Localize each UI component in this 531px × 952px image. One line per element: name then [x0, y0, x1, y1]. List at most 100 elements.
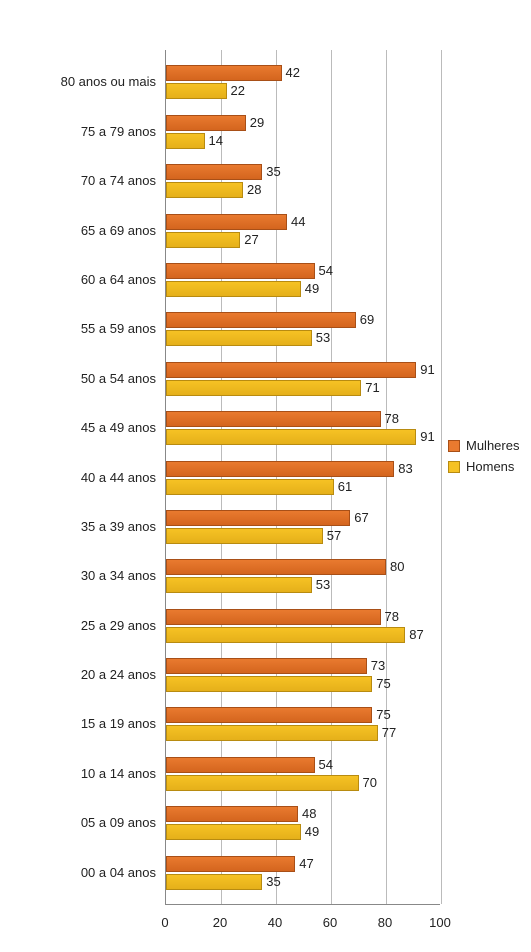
value-label-women: 78 [381, 411, 399, 427]
bar-men [166, 725, 378, 741]
bar-women [166, 856, 295, 872]
bar-men [166, 577, 312, 593]
category-label: 30 a 34 anos [0, 569, 156, 583]
value-label-women: 91 [416, 362, 434, 378]
bar-men [166, 182, 243, 198]
x-axis-tick-label: 80 [378, 915, 392, 930]
x-axis-tick-label: 60 [323, 915, 337, 930]
value-label-women: 29 [246, 115, 264, 131]
category-label: 70 a 74 anos [0, 174, 156, 188]
x-axis-tick-label: 0 [161, 915, 168, 930]
category-label: 75 a 79 anos [0, 125, 156, 139]
bar-women [166, 461, 394, 477]
value-label-men: 75 [372, 676, 390, 692]
value-label-men: 87 [405, 627, 423, 643]
value-label-men: 53 [312, 330, 330, 346]
bar-women [166, 609, 381, 625]
category-label: 40 a 44 anos [0, 471, 156, 485]
value-label-men: 14 [205, 133, 223, 149]
bar-women [166, 362, 416, 378]
bar-women [166, 115, 246, 131]
bar-men [166, 824, 301, 840]
category-label: 45 a 49 anos [0, 421, 156, 435]
value-label-men: 70 [359, 775, 377, 791]
plot-area: 4222291435284427544969539171789183616757… [165, 50, 440, 905]
bar-men [166, 479, 334, 495]
bar-women [166, 757, 315, 773]
legend: Mulheres Homens [448, 438, 519, 480]
value-label-men: 71 [361, 380, 379, 396]
legend-swatch-women [448, 440, 460, 452]
value-label-women: 75 [372, 707, 390, 723]
value-label-men: 53 [312, 577, 330, 593]
legend-item-men: Homens [448, 459, 519, 474]
bar-women [166, 411, 381, 427]
value-label-men: 91 [416, 429, 434, 445]
bar-women [166, 510, 350, 526]
category-label: 20 a 24 anos [0, 668, 156, 682]
value-label-men: 22 [227, 83, 245, 99]
legend-swatch-men [448, 461, 460, 473]
value-label-men: 77 [378, 725, 396, 741]
value-label-women: 54 [315, 263, 333, 279]
category-label: 05 a 09 anos [0, 816, 156, 830]
value-label-men: 61 [334, 479, 352, 495]
x-axis-tick-label: 100 [429, 915, 451, 930]
category-label: 10 a 14 anos [0, 767, 156, 781]
legend-item-women: Mulheres [448, 438, 519, 453]
value-label-men: 49 [301, 824, 319, 840]
value-label-women: 80 [386, 559, 404, 575]
bar-women [166, 263, 315, 279]
bar-women [166, 559, 386, 575]
value-label-men: 35 [262, 874, 280, 890]
bar-women [166, 312, 356, 328]
category-label: 80 anos ou mais [0, 75, 156, 89]
value-label-women: 35 [262, 164, 280, 180]
value-label-women: 67 [350, 510, 368, 526]
bar-men [166, 281, 301, 297]
category-label: 55 a 59 anos [0, 322, 156, 336]
value-label-women: 42 [282, 65, 300, 81]
value-label-women: 44 [287, 214, 305, 230]
category-label: 35 a 39 anos [0, 520, 156, 534]
category-label: 25 a 29 anos [0, 619, 156, 633]
category-label: 65 a 69 anos [0, 224, 156, 238]
bar-men [166, 528, 323, 544]
value-label-men: 57 [323, 528, 341, 544]
bar-women [166, 806, 298, 822]
value-label-women: 47 [295, 856, 313, 872]
bar-women [166, 164, 262, 180]
bar-women [166, 707, 372, 723]
value-label-women: 73 [367, 658, 385, 674]
bar-men [166, 775, 359, 791]
category-label: 60 a 64 anos [0, 273, 156, 287]
bar-men [166, 133, 205, 149]
value-label-men: 28 [243, 182, 261, 198]
bar-men [166, 83, 227, 99]
bar-men [166, 232, 240, 248]
legend-label-men: Homens [466, 459, 514, 474]
x-axis-tick-label: 40 [268, 915, 282, 930]
value-label-men: 27 [240, 232, 258, 248]
value-label-women: 83 [394, 461, 412, 477]
bar-men [166, 330, 312, 346]
value-label-women: 69 [356, 312, 374, 328]
bar-men [166, 380, 361, 396]
bar-men [166, 429, 416, 445]
gridline [441, 50, 442, 904]
bar-women [166, 65, 282, 81]
bar-men [166, 676, 372, 692]
category-label: 00 a 04 anos [0, 866, 156, 880]
category-label: 50 a 54 anos [0, 372, 156, 386]
bar-women [166, 214, 287, 230]
value-label-men: 49 [301, 281, 319, 297]
category-label: 15 a 19 anos [0, 717, 156, 731]
value-label-women: 48 [298, 806, 316, 822]
gridline [386, 50, 387, 904]
x-axis-tick-label: 20 [213, 915, 227, 930]
bar-men [166, 874, 262, 890]
value-label-women: 54 [315, 757, 333, 773]
bar-women [166, 658, 367, 674]
value-label-women: 78 [381, 609, 399, 625]
bar-men [166, 627, 405, 643]
